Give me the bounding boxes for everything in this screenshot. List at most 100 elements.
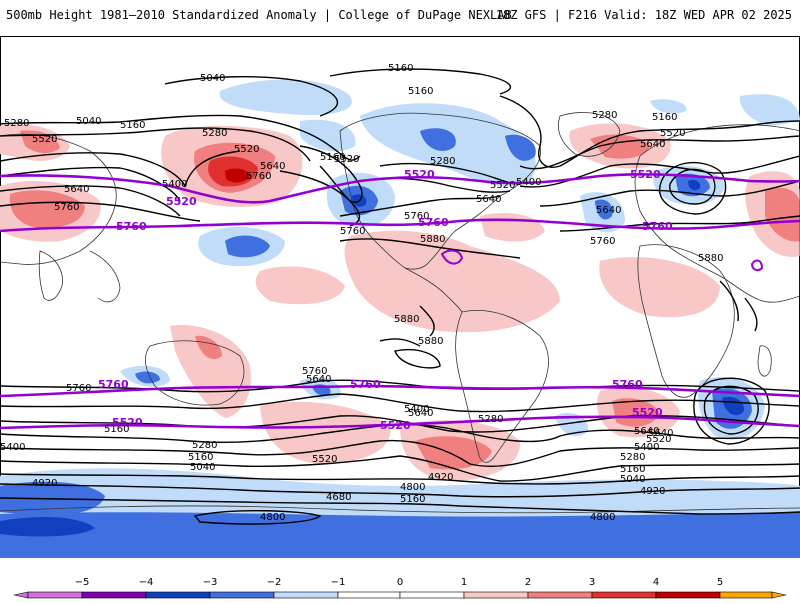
contour-label: 5400: [516, 177, 541, 188]
contour-label: 5280: [620, 452, 645, 463]
purple-5760-north: [0, 218, 800, 233]
contour-label: 5160: [120, 120, 145, 131]
anom-neg-pacific-nw: [300, 119, 356, 152]
colorbar-segment: [591, 591, 657, 599]
anom-pos-asia-east-core: [765, 187, 800, 242]
contour-label: 5520: [334, 154, 359, 165]
contour-5640-atl: [539, 180, 800, 207]
contour-label: 5400: [162, 179, 187, 190]
contour-label: 5520: [312, 454, 337, 465]
contour-label: 4800: [400, 482, 425, 493]
anom-pos-mexico: [344, 230, 560, 333]
contour-label: 4680: [326, 492, 351, 503]
se-asia-outline: [89, 250, 121, 303]
purple-blob-africa: [750, 259, 764, 272]
central-america-outline: [404, 267, 463, 313]
anom-pos-trop-pac: [255, 266, 345, 305]
contour-europe-low2: [659, 161, 727, 215]
contour-label: 5040: [190, 462, 215, 473]
contour-label: 5760: [54, 202, 79, 213]
contour-5400-npac: [0, 150, 241, 188]
contour-5160-sh: [0, 455, 800, 482]
contour-5280-sh: [0, 439, 800, 467]
contour-label: 5520: [646, 434, 671, 445]
colorbar-segment: [209, 591, 275, 599]
africa-outline: [637, 244, 735, 398]
colorbar-svg: −5 −4 −3 −2 −1 0 1 2 3 4 5: [13, 577, 787, 599]
contour-label: 5160: [652, 112, 677, 123]
anom-neg-pac-south-core: [135, 371, 160, 384]
anom-neg-antarctic-band: [0, 512, 800, 558]
contour-label: 5640: [306, 374, 331, 385]
contour-label: 5280: [478, 414, 503, 425]
contour-label: 4800: [590, 512, 615, 523]
contour-label: 5760: [404, 211, 429, 222]
greenland-outline: [558, 112, 621, 157]
contour-label: 5400: [634, 442, 659, 453]
purple-contour-label: 5520: [112, 416, 143, 429]
map-panel: 5040 5160 5160 5280 5040 5160 5520 5280 5520 5640…: [0, 36, 800, 558]
contour-label: 5040: [620, 474, 645, 485]
contour-5880-sa: [379, 338, 421, 347]
madagascar-outline: [757, 345, 772, 377]
contour-5280-npac: [0, 127, 311, 162]
contour-label: 5400: [404, 404, 429, 415]
colorbar-tick-label: 3: [589, 577, 595, 588]
anom-neg-europe-deep: [688, 179, 701, 191]
contour-4680-sh: [193, 510, 322, 525]
contour-5040-npac: [164, 76, 339, 117]
contour-label: 5760: [590, 236, 615, 247]
contour-label: 5520: [32, 134, 57, 145]
contour-5280-trough: [299, 145, 363, 203]
anom-pos-s-pac-core: [195, 335, 222, 360]
contour-5160-npac: [0, 114, 361, 161]
run-info: 18Z GFS | F216 Valid: 18Z WED APR 02 202…: [495, 8, 792, 22]
contour-5640-na: [339, 195, 501, 217]
colorbar-segment: [527, 591, 593, 599]
colorbar-arrow-left: [13, 591, 29, 599]
colorbar-segment: [337, 591, 401, 599]
purple-contour-label: 5520: [632, 406, 663, 419]
contour-label: 5640: [634, 426, 659, 437]
purple-5760-south: [0, 384, 800, 398]
contour-5880-sa-bump: [394, 349, 441, 369]
contour-5760-npac: [0, 201, 201, 222]
contour-5880-ca: [419, 305, 435, 337]
colorbar-tick-label: 4: [653, 577, 659, 588]
contour-label: 5640: [64, 184, 89, 195]
contour-europe-low: [669, 168, 716, 205]
purple-contour-label: 5760: [612, 378, 643, 391]
contour-label: 5760: [246, 171, 271, 182]
colorbar-tick-label: −4: [139, 577, 154, 588]
purple-contour-label: 5520: [166, 195, 197, 208]
contour-label: 5640: [648, 428, 673, 439]
contour-label: 5160: [104, 424, 129, 435]
contour-5160-polar: [329, 68, 512, 95]
contour-5400-sh: [0, 423, 800, 444]
colorbar-segment: [273, 591, 339, 599]
colorbar: −5 −4 −3 −2 −1 0 1 2 3 4 5: [0, 570, 800, 600]
anom-pos-bering-core: [20, 130, 60, 154]
contour-5520-npac: [0, 166, 181, 202]
anom-pos-china-core: [9, 190, 85, 229]
anom-neg-pacific-sub-core: [225, 235, 270, 258]
australia-outline: [145, 340, 245, 406]
colorbar-tick-label: 1: [461, 577, 467, 588]
purple-contour-label: 5520: [630, 168, 661, 181]
contour-label: 5280: [192, 440, 217, 451]
contour-label: 5880: [420, 234, 445, 245]
contour-label: 5520: [234, 144, 259, 155]
anom-neg-atlantic-core: [595, 199, 613, 220]
contour-label: 5520: [660, 128, 685, 139]
contour-label: 4920: [428, 472, 453, 483]
contour-5880-subtrop: [339, 238, 521, 259]
contour-5640-sh: [0, 393, 800, 413]
contour-label: 5280: [202, 128, 227, 139]
contour-label: 5160: [388, 63, 413, 74]
contour-label: 5640: [640, 139, 665, 150]
contour-label: 5160: [620, 464, 645, 475]
purple-contour-label: 5520: [404, 168, 435, 181]
purple-contour-label: 5760: [350, 378, 381, 391]
